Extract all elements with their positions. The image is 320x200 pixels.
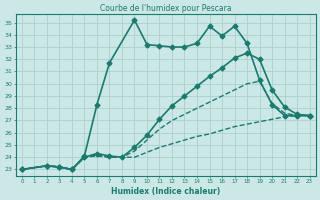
Title: Courbe de l'humidex pour Pescara: Courbe de l'humidex pour Pescara: [100, 4, 232, 13]
X-axis label: Humidex (Indice chaleur): Humidex (Indice chaleur): [111, 187, 220, 196]
